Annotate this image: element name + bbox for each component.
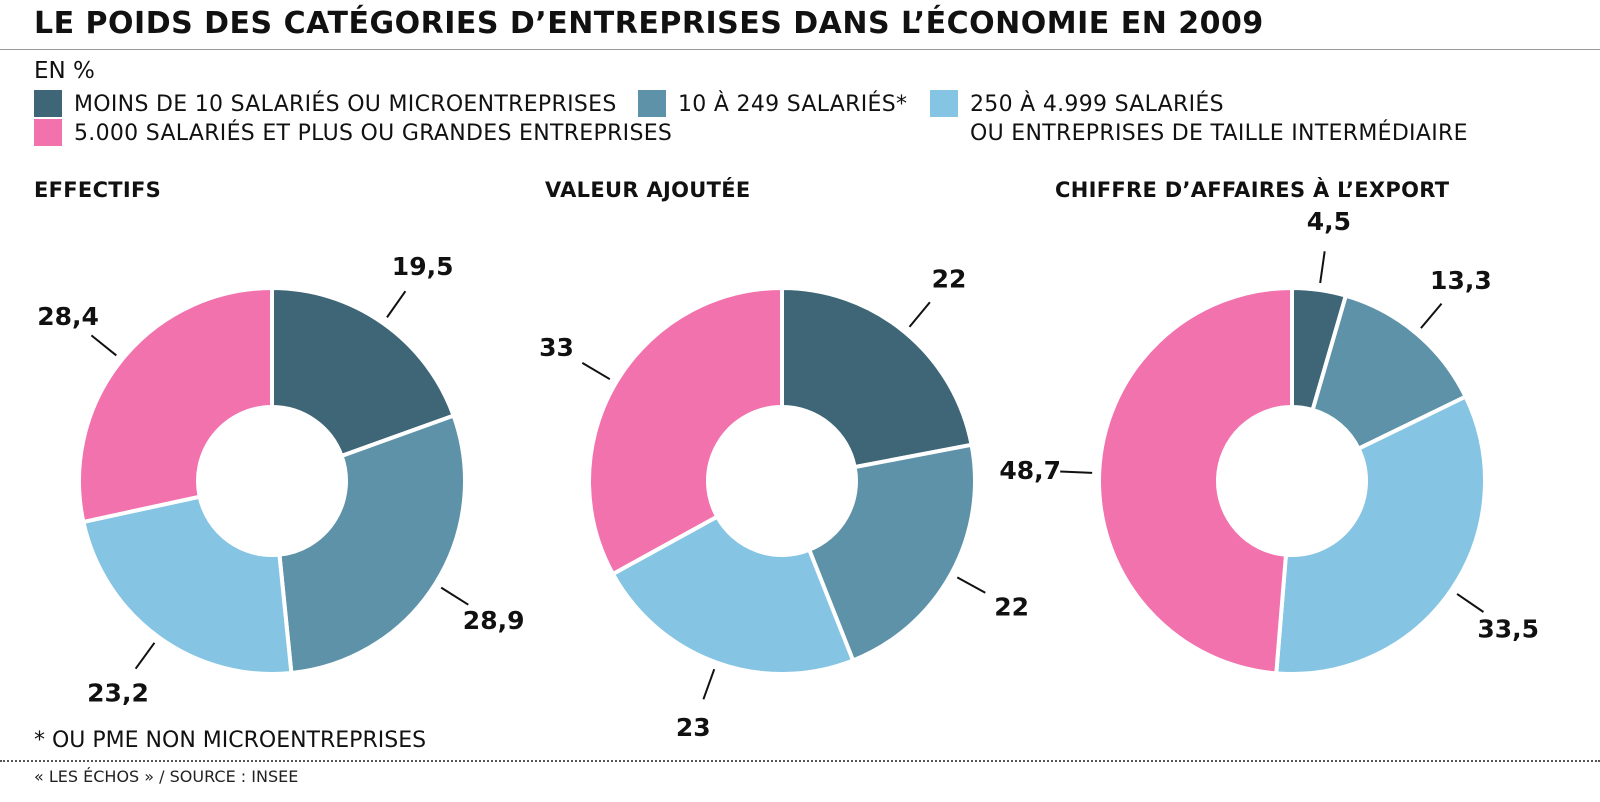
leader-line — [90, 334, 117, 357]
data-label: 4,5 — [1307, 207, 1351, 236]
legend-swatch — [930, 90, 958, 117]
leader-line — [440, 586, 469, 606]
legend-swatch — [34, 119, 62, 146]
donut-slice — [587, 285, 784, 577]
leader-line — [386, 290, 407, 318]
donut-slice — [270, 285, 457, 459]
data-label: 23 — [676, 713, 711, 742]
footer-divider — [0, 760, 1600, 762]
chart-title-valeur-ajoutee: VALEUR AJOUTÉE — [545, 178, 751, 202]
legend-swatch — [34, 90, 62, 117]
leader-line — [134, 642, 156, 670]
donut-slice — [806, 442, 977, 664]
leader-line — [1060, 470, 1093, 474]
source-credit: « LES ÉCHOS » / SOURCE : INSEE — [34, 767, 299, 786]
chart-title-export: CHIFFRE D’AFFAIRES À L’EXPORT — [1055, 178, 1450, 202]
legend-item-pme: 10 À 249 SALARIÉS* — [638, 90, 907, 119]
legend-swatch — [638, 90, 666, 117]
leader-line — [1319, 251, 1326, 284]
donut-slice — [610, 513, 856, 676]
donut-slice — [81, 494, 294, 676]
legend-item-grandes-entreprises: 5.000 SALARIÉS ET PLUS OU GRANDES ENTREP… — [34, 119, 672, 148]
legend-label: 10 À 249 SALARIÉS* — [678, 92, 908, 117]
data-label: 13,3 — [1430, 266, 1492, 295]
leader-line — [1420, 302, 1443, 329]
data-label: 22 — [932, 265, 967, 294]
donut-slice — [277, 413, 467, 676]
data-label: 33 — [539, 333, 574, 362]
legend-item-eti: 250 À 4.999 SALARIÉS OU ENTREPRISES DE T… — [930, 90, 1468, 148]
title-divider — [0, 49, 1600, 50]
leader-line — [908, 301, 931, 328]
data-label: 28,4 — [37, 302, 99, 331]
data-label: 23,2 — [87, 678, 149, 707]
legend-label: 250 À 4.999 SALARIÉS — [970, 92, 1224, 117]
footnote: * OU PME NON MICROENTREPRISES — [34, 728, 427, 753]
donut-slice — [77, 285, 274, 525]
legend-label-line2: OU ENTREPRISES DE TAILLE INTERMÉDIAIRE — [970, 121, 1468, 146]
data-label: 28,9 — [463, 606, 525, 635]
donut-slice — [1310, 293, 1469, 452]
data-label: 33,5 — [1477, 614, 1539, 643]
data-label: 19,5 — [392, 252, 454, 281]
data-label: 22 — [994, 593, 1029, 622]
page-title: LE POIDS DES CATÉGORIES D’ENTREPRISES DA… — [34, 6, 1264, 41]
leader-line — [702, 668, 716, 700]
leader-line — [956, 576, 986, 594]
unit-label: EN % — [34, 58, 95, 84]
legend-label: 5.000 SALARIÉS ET PLUS OU GRANDES ENTREP… — [74, 121, 673, 146]
leader-line — [581, 362, 611, 381]
donut-slice — [780, 285, 974, 470]
leader-line — [1456, 593, 1485, 613]
data-label: 48,7 — [999, 456, 1061, 485]
donut-slice — [1097, 285, 1294, 676]
legend-label: MOINS DE 10 SALARIÉS OU MICROENTREPRISES — [74, 92, 617, 117]
legend-item-microentreprises: MOINS DE 10 SALARIÉS OU MICROENTREPRISES — [34, 90, 617, 119]
chart-title-effectifs: EFFECTIFS — [34, 178, 162, 202]
donut-slice — [1274, 393, 1487, 676]
